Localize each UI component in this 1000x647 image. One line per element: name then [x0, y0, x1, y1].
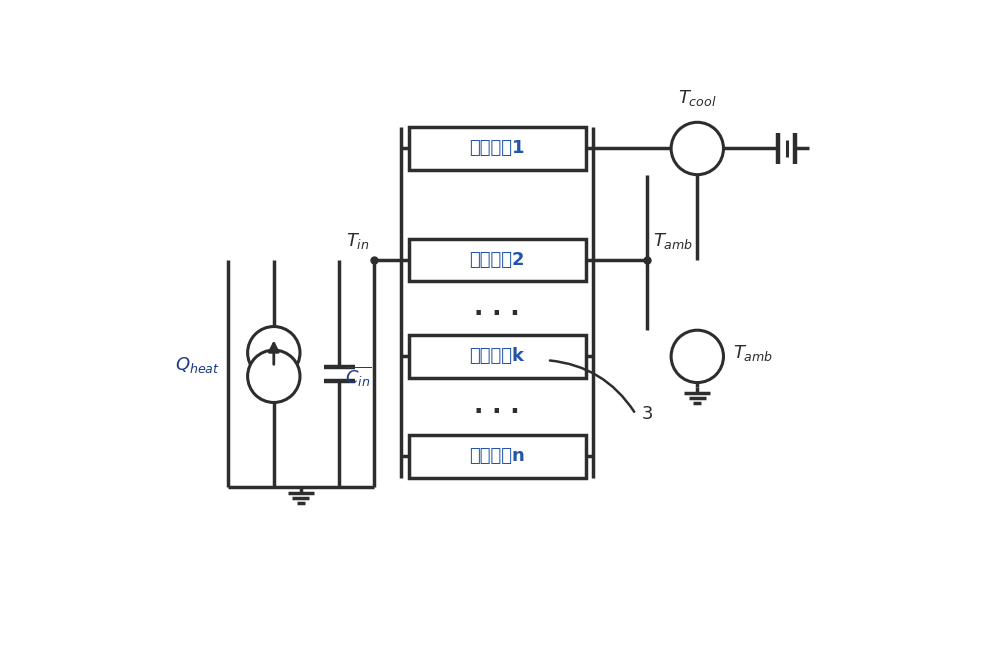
Text: $\overline{C_{in}}$: $\overline{C_{in}}$ — [345, 364, 371, 388]
Text: 3: 3 — [642, 405, 653, 423]
Text: $Q_{heat}$: $Q_{heat}$ — [175, 355, 220, 375]
Text: $T_{in}$: $T_{in}$ — [346, 231, 370, 251]
Bar — [409, 239, 586, 281]
Text: . . .: . . . — [474, 296, 520, 320]
Text: $T_{amb}$: $T_{amb}$ — [653, 231, 694, 251]
Text: $T_{amb}$: $T_{amb}$ — [733, 342, 773, 362]
Circle shape — [248, 327, 300, 379]
Bar — [409, 127, 586, 170]
Text: 传热路径n: 传热路径n — [469, 448, 525, 465]
Circle shape — [248, 350, 300, 402]
Text: $T_{cool}$: $T_{cool}$ — [678, 89, 717, 109]
Text: 传热路径2: 传热路径2 — [469, 251, 525, 269]
Text: . . .: . . . — [474, 395, 520, 419]
Text: 传热路径k: 传热路径k — [470, 347, 525, 366]
Text: 传热路径1: 传热路径1 — [469, 140, 525, 157]
Bar — [409, 435, 586, 477]
Bar — [409, 335, 586, 378]
Circle shape — [671, 122, 723, 175]
Circle shape — [671, 330, 723, 382]
